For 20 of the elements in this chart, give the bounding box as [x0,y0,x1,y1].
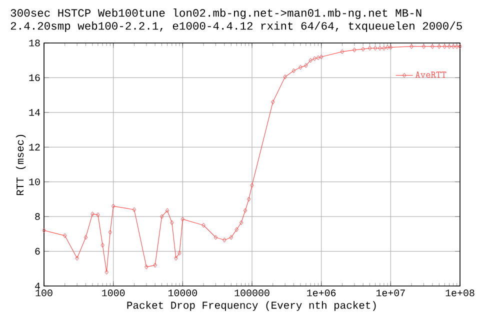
y-axis-title: RTT (msec) [16,134,26,196]
y-tick-label: 14 [29,109,40,116]
x-tick-label: 100000 [234,290,270,296]
y-tick-label: 12 [29,144,40,150]
y-tick-label: 6 [35,248,40,255]
x-tick-label: 100 [36,290,52,296]
y-tick-label: 16 [29,74,40,82]
x-axis-title: Packet Drop Frequency (Every nth packet) [127,301,376,311]
chart-title: 300sec HSTCP Web100tune lon02.mb-ng.net->man01.mb-ng.net MB-N [10,8,422,19]
x-tick-label: 1e+07 [376,290,405,296]
x-tick-label: 1000 [102,290,125,296]
x-tick-label: 1e+06 [307,290,336,296]
y-tick-label: 8 [35,213,40,220]
chart-subtitle: 2.4.20smp web100-2.2.1, e1000-4.4.12 rxint 64/64, txqueuelen 2000/5 [10,21,462,32]
legend-label: AveRTT [415,71,446,78]
y-tick-label: 10 [29,178,40,186]
x-tick-label: 10000 [168,290,198,296]
x-tick-label: 1e+08 [446,290,474,296]
y-tick-label: 18 [29,40,40,46]
y-tick-label: 4 [35,282,40,290]
